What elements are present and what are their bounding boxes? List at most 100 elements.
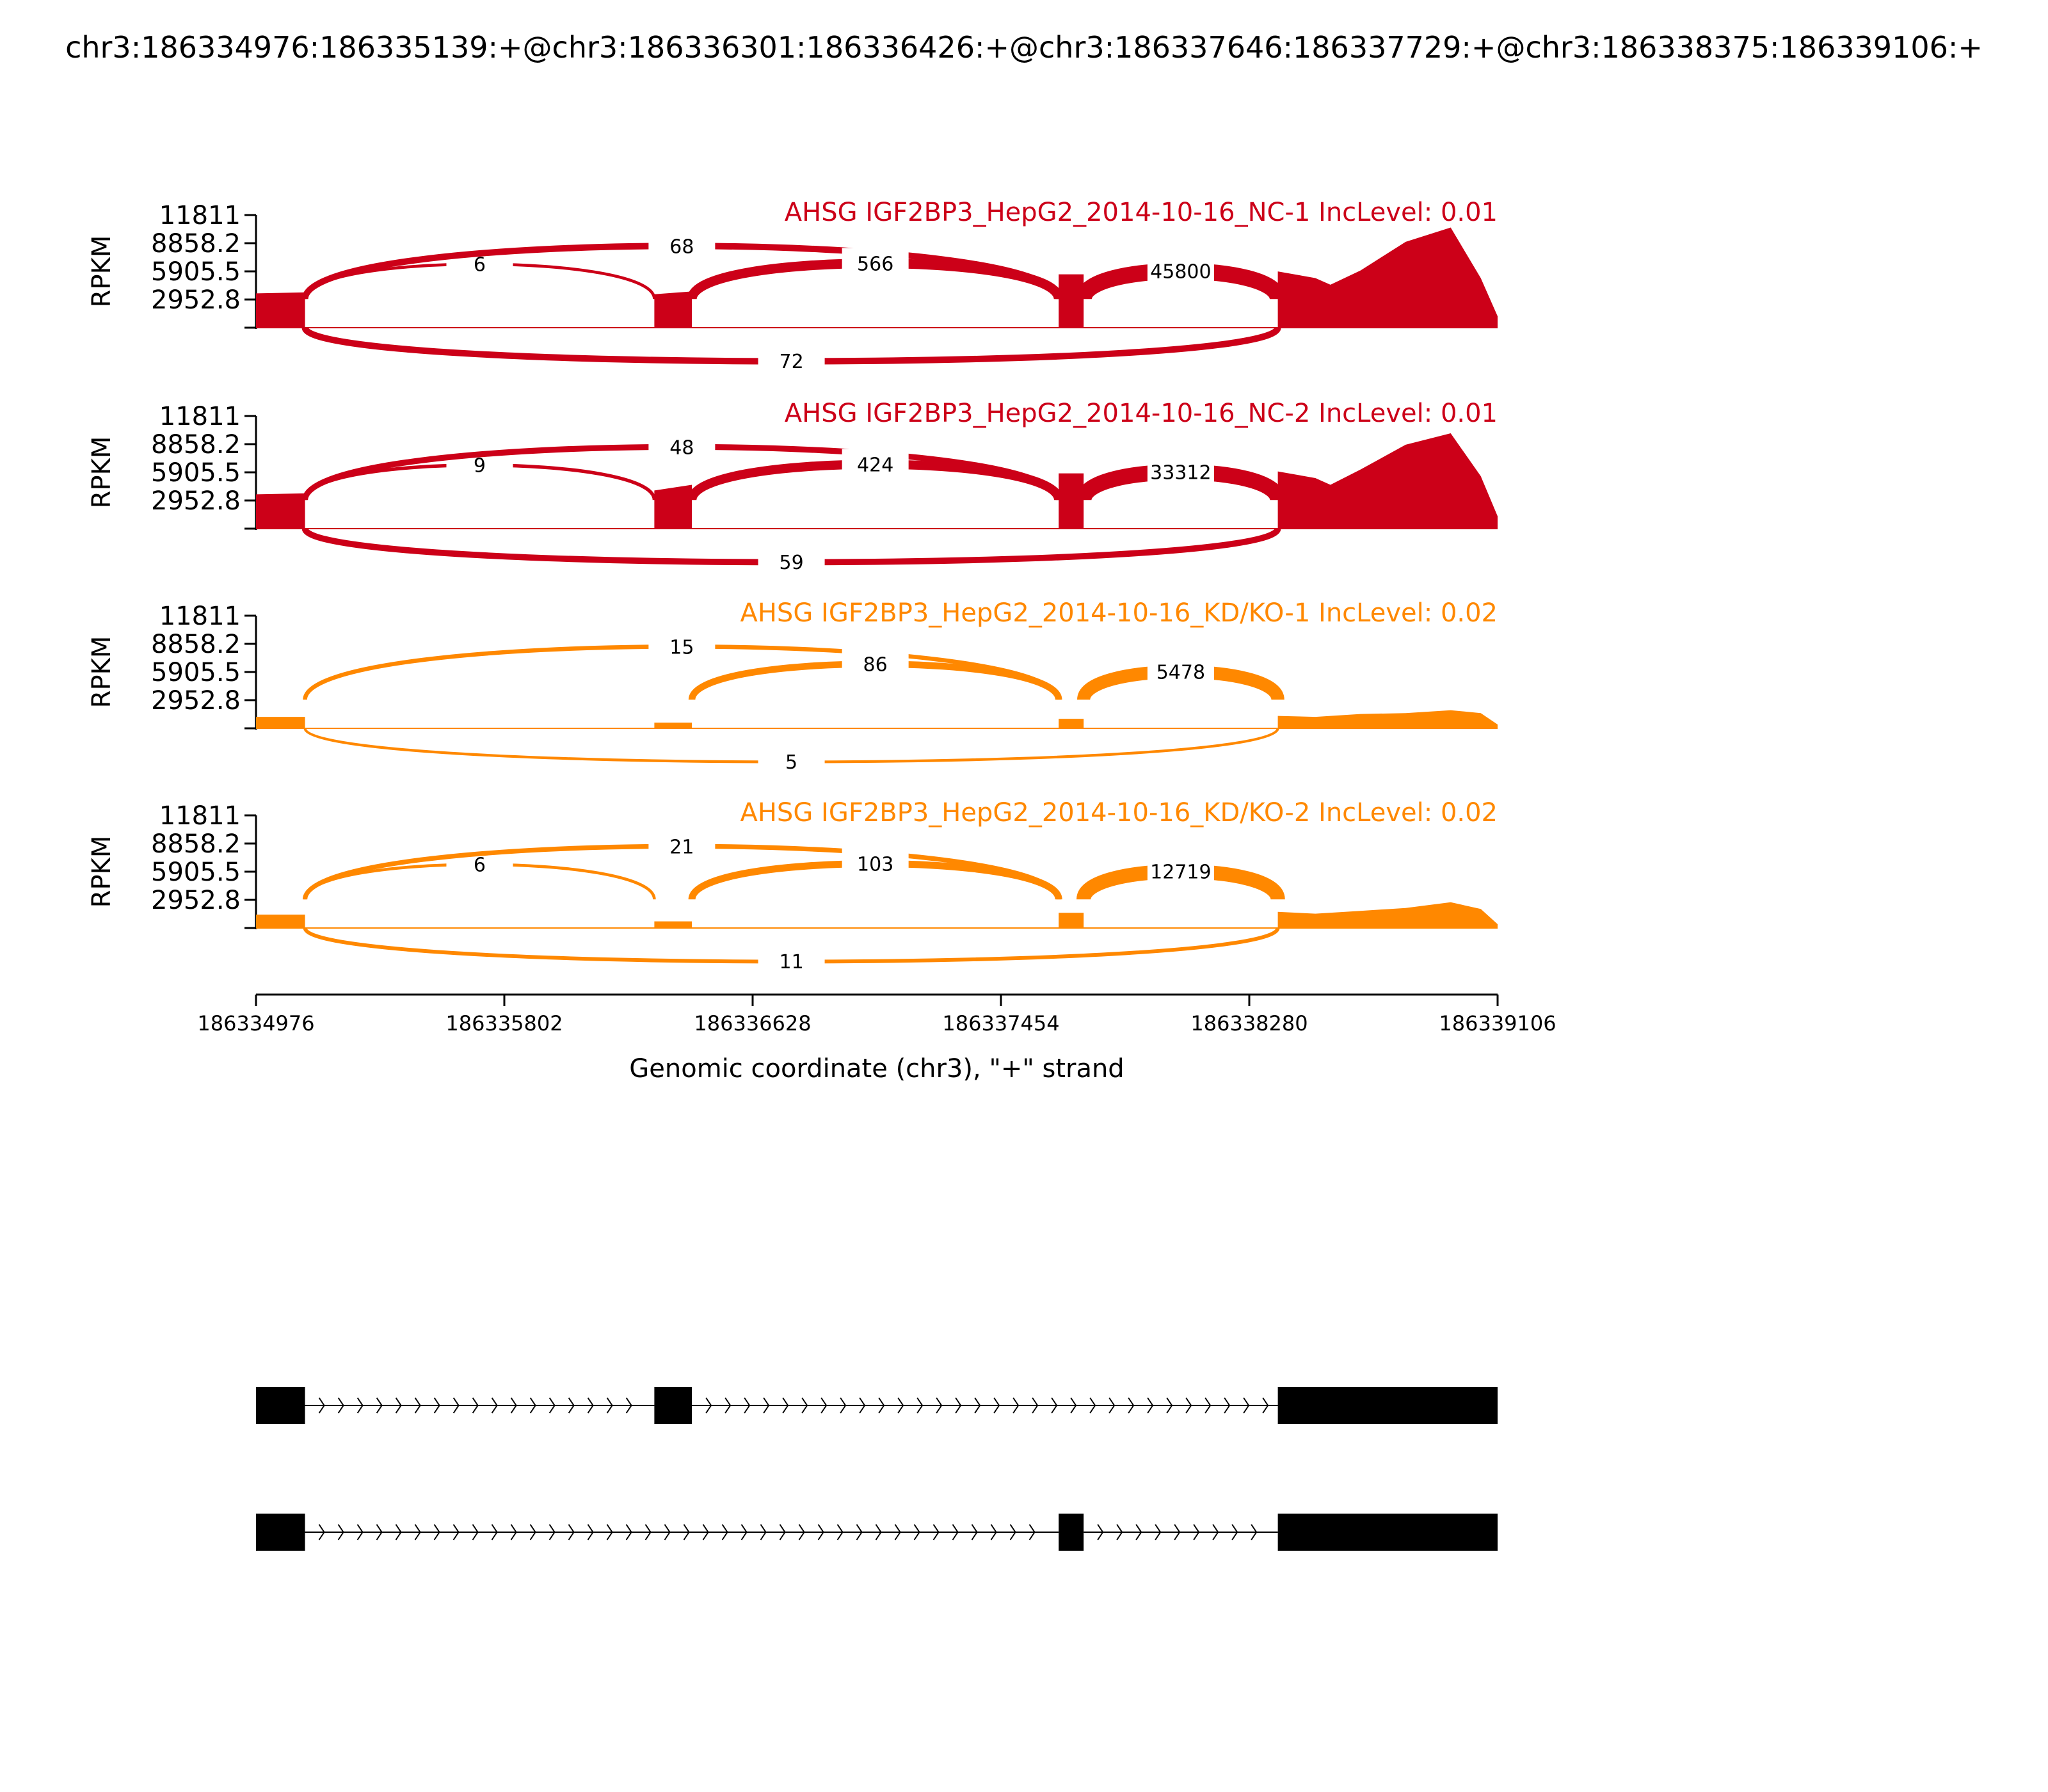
strand-arrow <box>1116 1524 1123 1540</box>
strand-arrow <box>587 1397 594 1414</box>
strand-arrow <box>491 1397 498 1414</box>
y-tick-label: 5905.5 <box>151 257 241 287</box>
coverage-area <box>256 292 305 328</box>
strand-arrow <box>1174 1524 1181 1540</box>
coverage-area <box>1059 913 1084 928</box>
strand-arrow <box>1243 1397 1250 1414</box>
coverage-panels: AHSG IGF2BP3_HepG2_2014-10-16_NC-1 IncLe… <box>87 198 1498 974</box>
x-tick-label: 186339106 <box>1439 1011 1556 1036</box>
strand-arrow <box>971 1524 978 1540</box>
figure-title: chr3:186334976:186335139:+@chr3:18633630… <box>65 30 1983 65</box>
strand-arrow <box>974 1397 981 1414</box>
coverage-area <box>256 493 305 529</box>
exon-block <box>1277 1387 1498 1424</box>
y-tick-label: 11811 <box>159 602 241 631</box>
strand-arrow <box>1231 1524 1238 1540</box>
strand-arrow <box>510 1524 517 1540</box>
strand-arrow <box>817 1524 824 1540</box>
y-tick-label: 8858.2 <box>151 229 241 259</box>
y-tick-label: 8858.2 <box>151 829 241 859</box>
y-tick-label: 5905.5 <box>151 658 241 687</box>
y-axis-label: RPKM <box>87 836 116 908</box>
strand-arrow <box>568 1524 575 1540</box>
exon-block <box>1059 1514 1084 1551</box>
junction-label-box <box>758 346 825 374</box>
exon-block <box>654 1387 692 1424</box>
y-tick-label: 2952.8 <box>151 486 241 516</box>
junction-label-box <box>648 831 716 860</box>
strand-arrow <box>916 1397 924 1414</box>
strand-arrow <box>836 1524 844 1540</box>
strand-arrow <box>472 1397 479 1414</box>
y-tick-label: 11811 <box>159 402 241 431</box>
strand-arrow <box>1028 1524 1036 1540</box>
strand-arrow <box>625 1397 632 1414</box>
isoform-2 <box>256 1514 1498 1551</box>
coverage-area <box>1277 710 1498 728</box>
strand-arrow <box>664 1524 671 1540</box>
strand-arrow <box>1155 1524 1162 1540</box>
junction-label-box <box>1147 656 1214 685</box>
strand-arrow <box>1193 1524 1200 1540</box>
strand-arrow <box>472 1524 479 1540</box>
strand-arrow <box>782 1397 789 1414</box>
strand-arrow <box>683 1524 690 1540</box>
junction-count: 103 <box>857 854 893 876</box>
x-tick-label: 186335802 <box>445 1011 563 1036</box>
strand-arrow <box>491 1524 498 1540</box>
strand-arrow <box>587 1524 594 1540</box>
strand-arrow <box>414 1397 421 1414</box>
junction-label-box <box>842 848 909 877</box>
strand-arrow <box>721 1524 728 1540</box>
strand-arrow <box>625 1524 632 1540</box>
strand-arrow <box>644 1524 652 1540</box>
panel-label: AHSG IGF2BP3_HepG2_2014-10-16_KD/KO-1 In… <box>740 598 1498 628</box>
coverage-area <box>654 921 692 928</box>
junction-label-box <box>648 631 716 660</box>
strand-arrow <box>955 1397 962 1414</box>
strand-arrow <box>452 1397 460 1414</box>
strand-arrow <box>1185 1397 1192 1414</box>
y-axis-label: RPKM <box>87 436 116 509</box>
strand-arrow <box>1032 1397 1039 1414</box>
coverage-area <box>654 484 692 529</box>
coverage-area <box>654 291 692 328</box>
strand-arrow <box>376 1524 383 1540</box>
strand-arrow <box>395 1524 402 1540</box>
strand-arrow <box>913 1524 920 1540</box>
strand-arrow <box>318 1524 325 1540</box>
panel-label: AHSG IGF2BP3_HepG2_2014-10-16_NC-1 IncLe… <box>785 198 1498 227</box>
junction-count: 6 <box>474 854 486 877</box>
junction-count: 45800 <box>1150 261 1211 284</box>
strand-arrow <box>433 1397 440 1414</box>
strand-arrow <box>740 1524 748 1540</box>
y-tick-label: 8858.2 <box>151 630 241 659</box>
coverage-area <box>654 723 692 728</box>
strand-arrow <box>1009 1524 1016 1540</box>
isoform-1 <box>256 1387 1498 1424</box>
y-tick-label: 11811 <box>159 201 241 230</box>
coverage-area <box>1277 433 1498 529</box>
strand-arrow <box>1097 1524 1104 1540</box>
strand-arrow <box>318 1397 325 1414</box>
strand-arrow <box>548 1524 556 1540</box>
strand-arrow <box>1166 1397 1173 1414</box>
strand-arrow <box>840 1397 847 1414</box>
x-tick-label: 186338280 <box>1190 1011 1308 1036</box>
strand-arrow <box>1251 1524 1258 1540</box>
y-tick-label: 11811 <box>159 801 241 831</box>
junction-count: 424 <box>857 454 893 477</box>
strand-arrow <box>376 1397 383 1414</box>
strand-arrow <box>510 1397 517 1414</box>
x-tick-label: 186334976 <box>197 1011 314 1036</box>
strand-arrow <box>433 1524 440 1540</box>
isoform-tracks <box>256 1387 1498 1551</box>
strand-arrow <box>760 1524 767 1540</box>
junction-count: 68 <box>669 236 694 258</box>
junction-label-box <box>758 547 825 575</box>
strand-arrow <box>548 1397 556 1414</box>
strand-arrow <box>1262 1397 1269 1414</box>
strand-arrow <box>856 1524 863 1540</box>
